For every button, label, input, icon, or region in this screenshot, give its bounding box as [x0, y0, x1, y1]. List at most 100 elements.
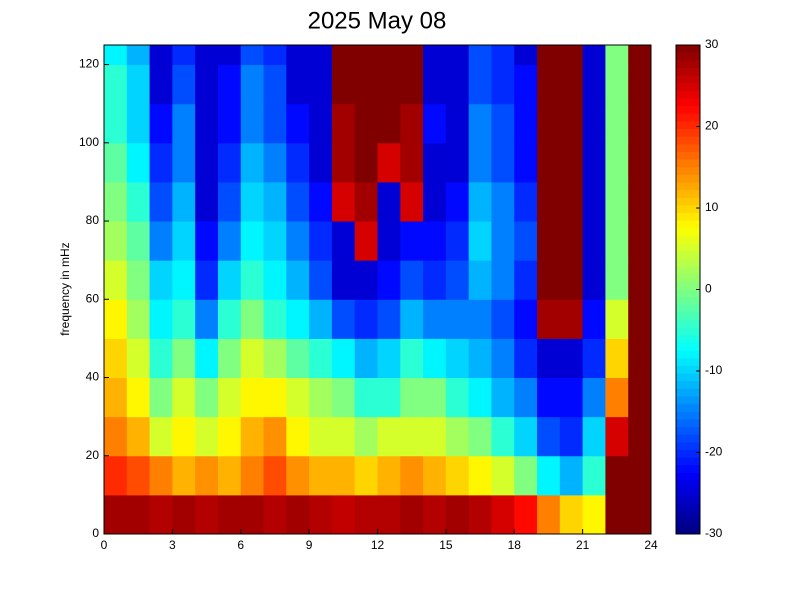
- colorbar-strip: [676, 220, 700, 229]
- colorbar-strip: [676, 205, 700, 214]
- colorbar-tick-label: -20: [705, 445, 723, 459]
- heatmap-cell: [537, 221, 561, 261]
- heatmap-cell: [628, 221, 651, 261]
- heatmap-cell: [149, 103, 173, 144]
- heatmap-cell: [309, 260, 333, 300]
- colorbar-strip: [676, 495, 700, 504]
- heatmap-cell: [217, 494, 242, 534]
- heatmap-cell: [400, 416, 424, 457]
- heatmap-cell: [400, 103, 424, 144]
- heatmap-cell: [400, 181, 424, 222]
- heatmap-cell: [263, 142, 287, 183]
- heatmap-cell: [309, 299, 333, 339]
- heatmap-cell: [423, 221, 447, 261]
- colorbar-strip: [676, 98, 700, 107]
- heatmap-cell: [149, 338, 173, 379]
- heatmap-cell: [309, 494, 333, 534]
- heatmap-cell: [605, 455, 629, 496]
- heatmap-cell: [309, 377, 333, 418]
- heatmap-cell: [195, 142, 219, 183]
- heatmap-cell: [423, 142, 447, 183]
- heatmap-cell: [172, 221, 196, 261]
- heatmap-cell: [514, 103, 538, 144]
- heatmap-cell: [331, 64, 356, 105]
- y-tick-label: 20: [86, 448, 100, 462]
- heatmap-cell: [172, 377, 196, 418]
- heatmap-cell: [149, 64, 173, 105]
- heatmap-cell: [491, 455, 515, 496]
- colorbar-strip: [676, 213, 700, 222]
- colorbar-strip: [676, 90, 700, 99]
- heatmap-cell: [559, 64, 584, 105]
- heatmap-cell: [309, 221, 333, 261]
- heatmap-cell: [104, 455, 128, 496]
- heatmap-cell: [377, 221, 401, 261]
- heatmap-cell: [445, 221, 470, 261]
- colorbar-strip: [676, 388, 700, 397]
- heatmap-cell: [126, 181, 151, 222]
- heatmap-cell: [400, 260, 424, 300]
- heatmap-cell: [423, 338, 447, 379]
- heatmap-cell: [240, 299, 265, 339]
- heatmap-cell: [468, 260, 492, 300]
- heatmap-cell: [286, 416, 310, 457]
- heatmap-cell: [195, 260, 219, 300]
- heatmap-cell: [217, 299, 242, 339]
- colorbar-strip: [676, 373, 700, 382]
- heatmap-cell: [537, 64, 561, 105]
- heatmap-cell: [149, 377, 173, 418]
- heatmap-cell: [331, 377, 356, 418]
- colorbar-strip: [676, 243, 700, 252]
- colorbar-strip: [676, 480, 700, 489]
- x-tick-label: 15: [439, 538, 453, 552]
- heatmap-cell: [286, 64, 310, 105]
- heatmap-cell: [217, 260, 242, 300]
- heatmap-cell: [400, 299, 424, 339]
- x-tick-label: 3: [169, 538, 176, 552]
- heatmap-cell: [400, 338, 424, 379]
- heatmap-cell: [423, 416, 447, 457]
- heatmap-cell: [240, 181, 265, 222]
- heatmap-cell: [240, 338, 265, 379]
- heatmap-cell: [195, 377, 219, 418]
- heatmap-cell: [240, 455, 265, 496]
- colorbar-strip: [676, 526, 700, 535]
- heatmap-cell: [582, 338, 606, 379]
- heatmap-cell: [240, 221, 265, 261]
- colorbar-strip: [676, 159, 700, 168]
- x-tick-label: 9: [306, 538, 313, 552]
- heatmap-cell: [537, 416, 561, 457]
- colorbar-strip: [676, 174, 700, 184]
- heatmap-cell: [605, 181, 629, 222]
- heatmap-cell: [537, 142, 561, 183]
- heatmap-cell: [491, 416, 515, 457]
- heatmap-cell: [104, 338, 128, 379]
- heatmap-cell: [263, 455, 287, 496]
- heatmap-cell: [605, 142, 629, 183]
- colorbar-strip: [676, 350, 700, 359]
- heatmap-cell: [468, 64, 492, 105]
- heatmap-cell: [195, 455, 219, 496]
- y-tick-label: 100: [79, 135, 99, 149]
- colorbar-strip: [676, 266, 700, 275]
- heatmap-cell: [309, 64, 333, 105]
- colorbar-strip: [676, 106, 700, 115]
- heatmap-cell: [445, 142, 470, 183]
- colorbar-strip: [676, 381, 700, 390]
- heatmap-cell: [172, 45, 196, 66]
- colorbar-strip: [676, 144, 700, 153]
- heatmap-cell: [104, 142, 128, 183]
- heatmap-cell: [605, 494, 629, 534]
- colorbar-strip: [676, 258, 700, 268]
- heatmap-cell: [195, 416, 219, 457]
- heatmap-cell: [445, 103, 470, 144]
- heatmap-cell: [149, 299, 173, 339]
- heatmap-cell: [514, 221, 538, 261]
- heatmap-cell: [354, 338, 378, 379]
- heatmap-cell: [286, 299, 310, 339]
- heatmap-cell: [377, 338, 401, 379]
- heatmap-cell: [559, 103, 584, 144]
- heatmap-cell: [445, 45, 470, 66]
- colorbar-strip: [676, 75, 700, 84]
- heatmap-cell: [514, 142, 538, 183]
